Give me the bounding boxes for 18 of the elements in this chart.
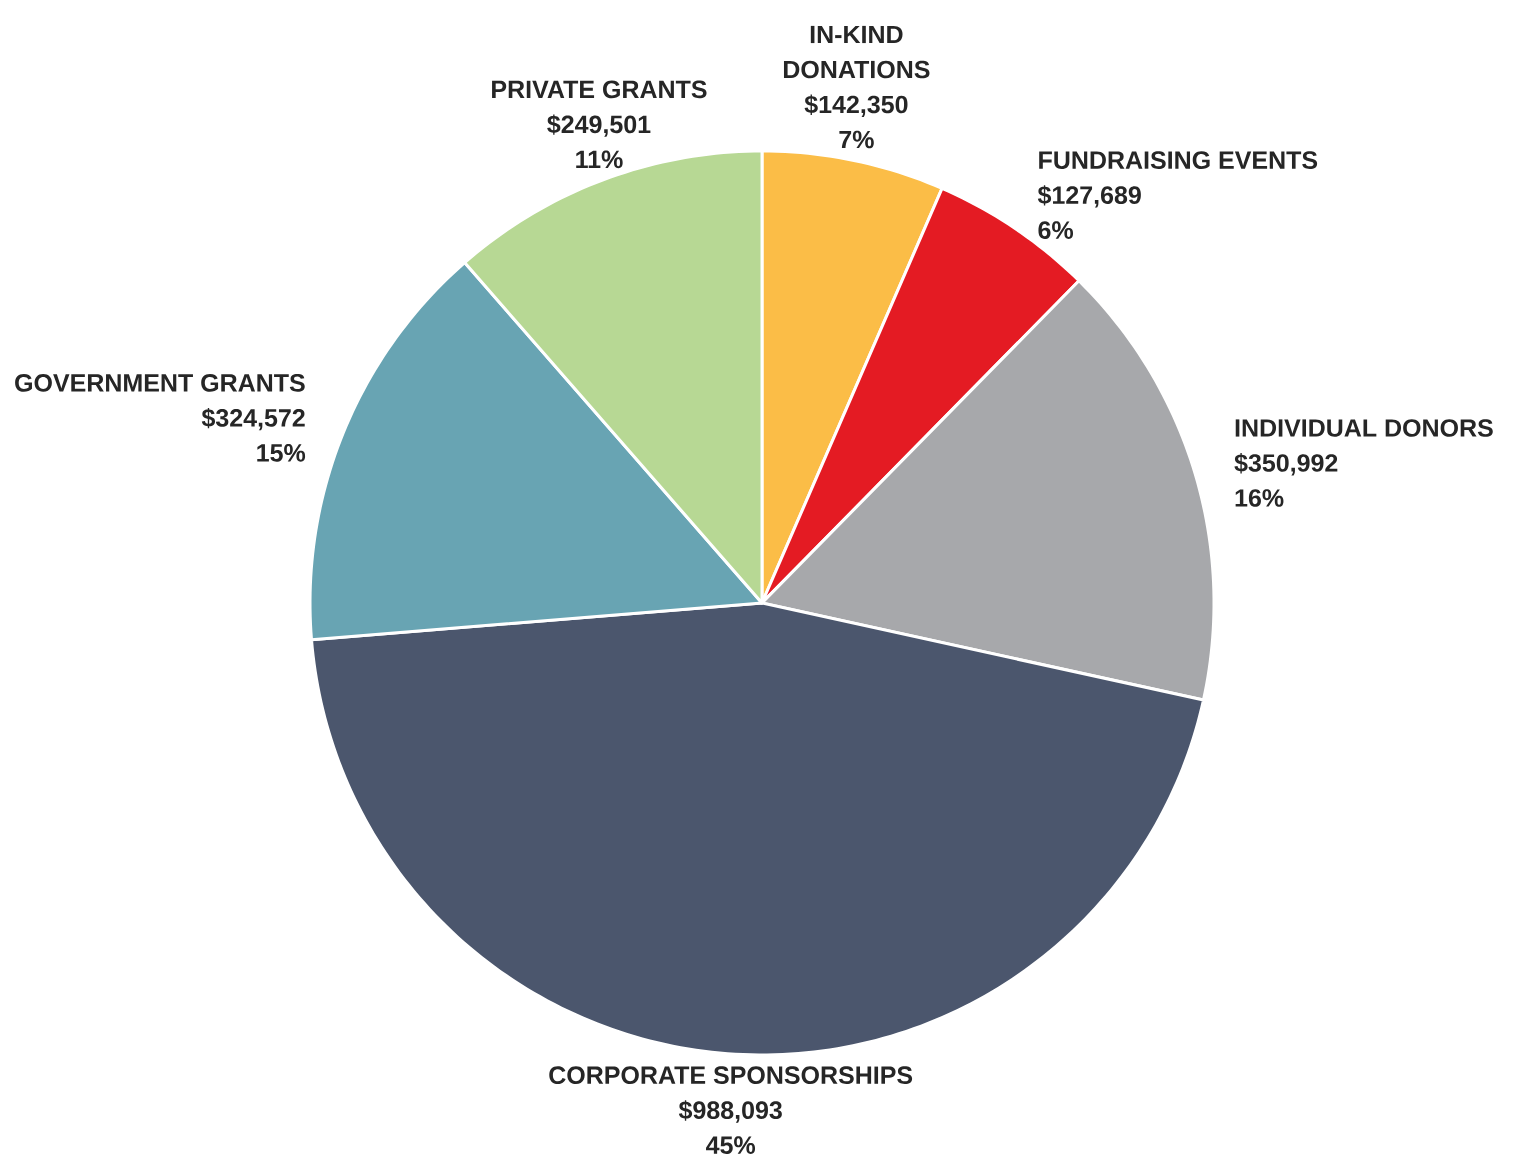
text: 7% [839, 130, 874, 149]
slice-label: FUNDRAISING EVENTS [1039, 151, 1318, 169]
text: 15% [257, 444, 306, 462]
data-label: $988,093 [678, 1100, 782, 1123]
slice-label: PRIVATE GRANTS [492, 80, 707, 99]
slice-label: INDIVIDUAL DONORS [1235, 419, 1493, 437]
data-label: $249,501 [547, 114, 651, 137]
text: 45% [706, 1136, 756, 1155]
slice-label: CORPORATE SPONSORSHIPS [549, 1066, 913, 1085]
text: 6% [1038, 221, 1074, 239]
data-label: $127,689 [1037, 185, 1141, 208]
text: 11% [576, 150, 623, 169]
text: 16% [1235, 489, 1284, 507]
slice-label: GOVERNMENT GRANTS [15, 374, 305, 392]
slice-label: IN-KIND DONATIONS [783, 25, 930, 79]
data-label: $324,572 [201, 407, 305, 431]
data-label: $350,992 [1234, 453, 1338, 476]
data-label: $142,350 [804, 94, 908, 117]
